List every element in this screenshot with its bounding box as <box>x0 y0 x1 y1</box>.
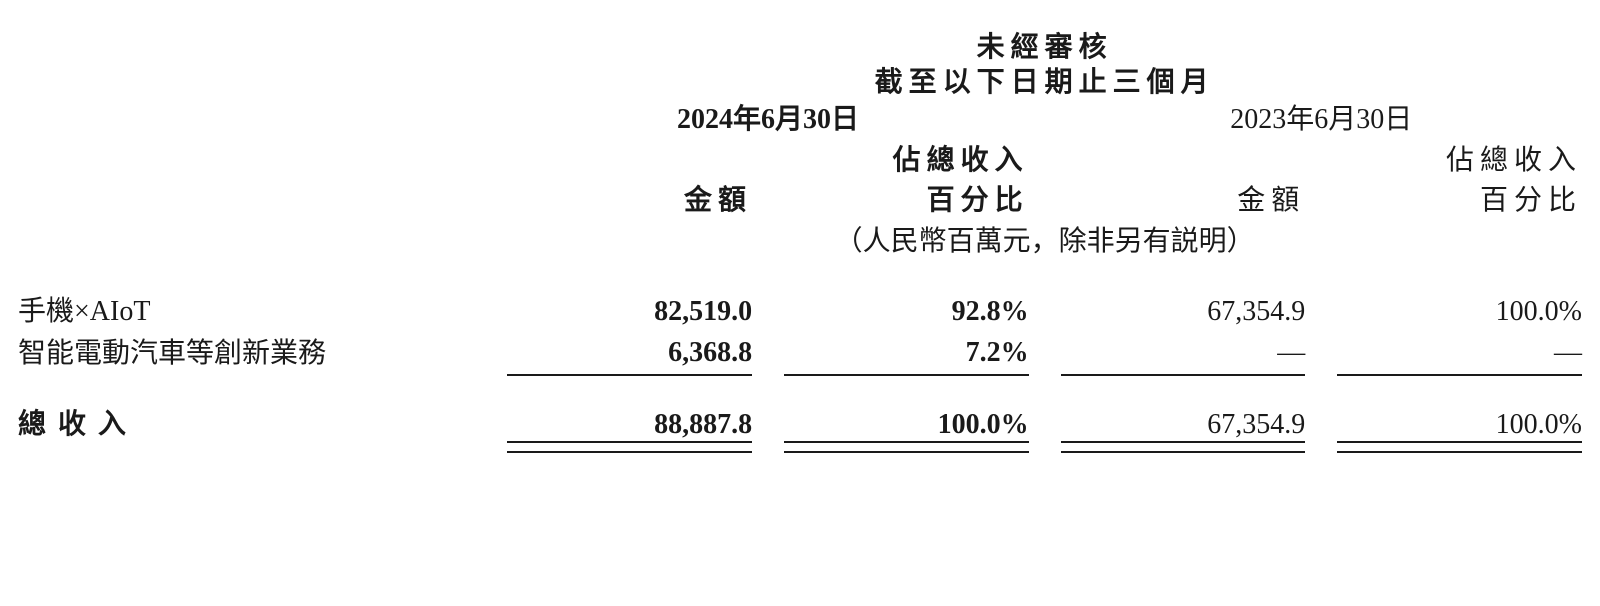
cell-amount-2023: — <box>1061 333 1306 375</box>
cell-pct-2024: 92.8% <box>784 292 1029 333</box>
header-unit-note: （人民幣百萬元，除非另有説明） <box>507 222 1582 263</box>
row-label: 智能電動汽車等創新業務 <box>18 333 475 375</box>
cell-amount-2023: 67,354.9 <box>1061 292 1306 333</box>
header-pct-2024-l2: 百分比 <box>784 181 1029 222</box>
cell-pct-2024: 7.2% <box>784 333 1029 375</box>
header-pct-2023-l1: 佔總收入 <box>1337 141 1582 182</box>
header-pct-2023-l2: 百分比 <box>1337 181 1582 222</box>
header-pct-2024-l1: 佔總收入 <box>784 141 1029 182</box>
table-row: 智能電動汽車等創新業務 6,368.8 7.2% — — <box>18 333 1582 375</box>
cell-amount-2023-total: 67,354.9 <box>1061 405 1306 446</box>
header-unaudited: 未經審核 <box>507 30 1582 65</box>
row-label-total: 總收入 <box>18 405 475 446</box>
header-amount-2024: 金額 <box>507 181 752 222</box>
cell-amount-2024: 82,519.0 <box>507 292 752 333</box>
header-period-2023: 2023年6月30日 <box>1061 100 1582 141</box>
cell-pct-2023: 100.0% <box>1337 292 1582 333</box>
header-amount-2023: 金額 <box>1061 181 1306 222</box>
cell-pct-2023: — <box>1337 333 1582 375</box>
cell-pct-2024-total: 100.0% <box>784 405 1029 446</box>
header-period-desc: 截至以下日期止三個月 <box>507 65 1582 100</box>
cell-amount-2024-total: 88,887.8 <box>507 405 752 446</box>
header-period-2024: 2024年6月30日 <box>507 100 1028 141</box>
financial-table: 未經審核 截至以下日期止三個月 2024年6月30日 2023年6月30日 佔總… <box>18 30 1582 445</box>
table-row: 手機×AIoT 82,519.0 92.8% 67,354.9 100.0% <box>18 292 1582 333</box>
row-label: 手機×AIoT <box>18 292 475 333</box>
table-row-total: 總收入 88,887.8 100.0% 67,354.9 100.0% <box>18 405 1582 446</box>
cell-amount-2024: 6,368.8 <box>507 333 752 375</box>
cell-pct-2023-total: 100.0% <box>1337 405 1582 446</box>
